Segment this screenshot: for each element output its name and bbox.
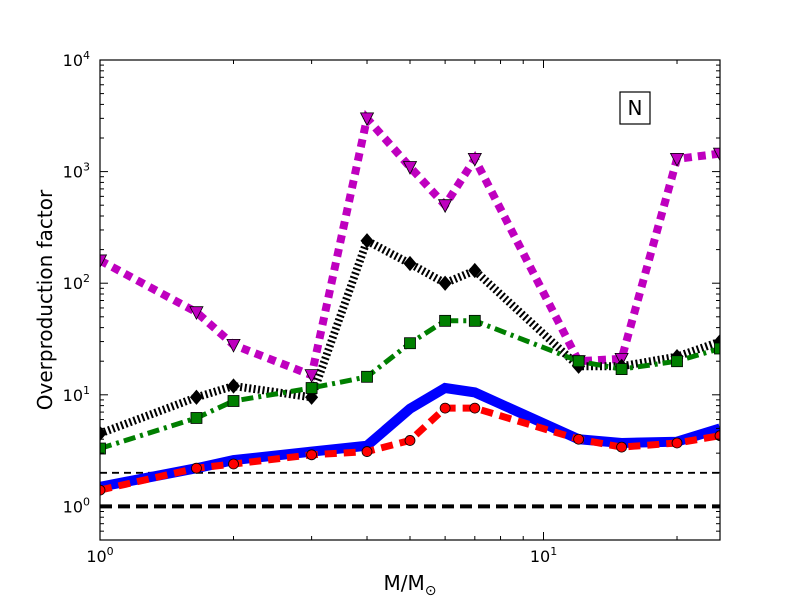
- marker-green-squares-10: [671, 355, 683, 368]
- marker-magenta-triangles-6: [437, 199, 453, 214]
- marker-green-squares-2: [227, 395, 240, 407]
- marker-green-squares-7: [468, 314, 481, 327]
- y-tick-label-base-0: 10: [63, 497, 83, 516]
- y-tick-label-base-2: 10: [63, 274, 83, 293]
- marker-magenta-triangles-4: [359, 112, 375, 127]
- marker-black-diamonds-6: [438, 275, 452, 291]
- y-tick-label-exp-3: 3: [83, 161, 90, 174]
- marker-red-circles-6: [439, 402, 451, 414]
- y-tick-label-base-4: 10: [63, 51, 83, 70]
- y-tick-label-4: 104: [63, 49, 90, 70]
- y-axis-title: Overproduction factor: [33, 189, 57, 410]
- x-tick-label-exp-0: 0: [107, 545, 114, 558]
- y-tick-label-0: 100: [63, 495, 90, 516]
- series-line-black-diamonds: [100, 235, 720, 438]
- marker-green-squares-5: [404, 337, 416, 350]
- marker-black-diamonds-2: [226, 378, 241, 394]
- marker-green-squares-6: [439, 314, 452, 327]
- marker-green-squares-1: [190, 412, 203, 424]
- x-tick-label-base-1: 10: [530, 547, 550, 566]
- marker-magenta-triangles-5: [402, 161, 418, 175]
- marker-green-squares-11: [714, 342, 720, 355]
- marker-red-circles-11: [714, 430, 720, 442]
- annotation-label: N: [628, 96, 643, 120]
- marker-red-circles-4: [361, 446, 373, 457]
- series-line-red-circles: [100, 404, 720, 494]
- x-tick-label-1: 101: [530, 545, 557, 566]
- y-tick-label-3: 103: [63, 161, 90, 182]
- marker-magenta-triangles-7: [467, 152, 482, 167]
- marker-green-squares-4: [361, 370, 373, 383]
- x-tick-label-0: 100: [86, 545, 113, 566]
- marker-magenta-triangles-0: [100, 254, 108, 269]
- annotation-frame: [619, 91, 651, 125]
- marker-black-diamonds-0: [100, 425, 107, 442]
- marker-black-diamonds-7: [468, 262, 482, 279]
- marker-red-circles-2: [228, 458, 239, 470]
- x-tick-label-exp-1: 1: [550, 545, 557, 558]
- marker-red-circles-9: [616, 441, 628, 453]
- marker-green-squares-3: [305, 382, 318, 394]
- y-tick-label-base-3: 10: [63, 163, 83, 182]
- marker-red-circles-10: [671, 437, 683, 449]
- y-tick-label-exp-1: 1: [83, 384, 90, 397]
- marker-red-circles-7: [469, 402, 481, 414]
- marker-black-diamonds-5: [403, 255, 417, 272]
- x-axis-title-main: M/M: [384, 571, 425, 595]
- marker-black-diamonds-4: [360, 233, 374, 249]
- marker-red-circles-1: [191, 462, 202, 474]
- marker-red-circles-3: [306, 449, 318, 461]
- marker-magenta-triangles-1: [189, 306, 204, 321]
- series-line-magenta-triangles: [100, 109, 720, 381]
- annotation-box: N: [619, 91, 651, 125]
- marker-magenta-triangles-10: [669, 152, 685, 167]
- y-tick-label-base-1: 10: [63, 386, 83, 405]
- marker-green-squares-9: [615, 363, 628, 375]
- marker-black-diamonds-1: [189, 389, 203, 405]
- marker-red-circles-0: [100, 484, 106, 496]
- marker-green-squares-0: [100, 442, 106, 455]
- y-tick-label-exp-2: 2: [83, 272, 90, 285]
- series-line-green-squares: [100, 318, 720, 451]
- series-line-blue-solid: [100, 382, 720, 492]
- x-axis-title: M/M⊙: [384, 571, 437, 599]
- y-tick-label-1: 101: [63, 384, 90, 405]
- x-axis-title-subscript: ⊙: [425, 583, 437, 599]
- marker-red-circles-8: [573, 433, 585, 445]
- x-tick-label-base-0: 10: [86, 547, 106, 566]
- marker-magenta-triangles-2: [226, 339, 241, 353]
- marker-magenta-triangles-11: [712, 147, 720, 162]
- y-tick-label-2: 102: [63, 272, 90, 293]
- marker-green-squares-8: [572, 355, 585, 368]
- y-tick-label-exp-0: 0: [83, 495, 90, 508]
- plot-area: [100, 60, 720, 540]
- y-tick-label-exp-4: 4: [83, 49, 90, 62]
- marker-red-circles-5: [404, 435, 416, 446]
- marker-magenta-triangles-3: [304, 369, 319, 384]
